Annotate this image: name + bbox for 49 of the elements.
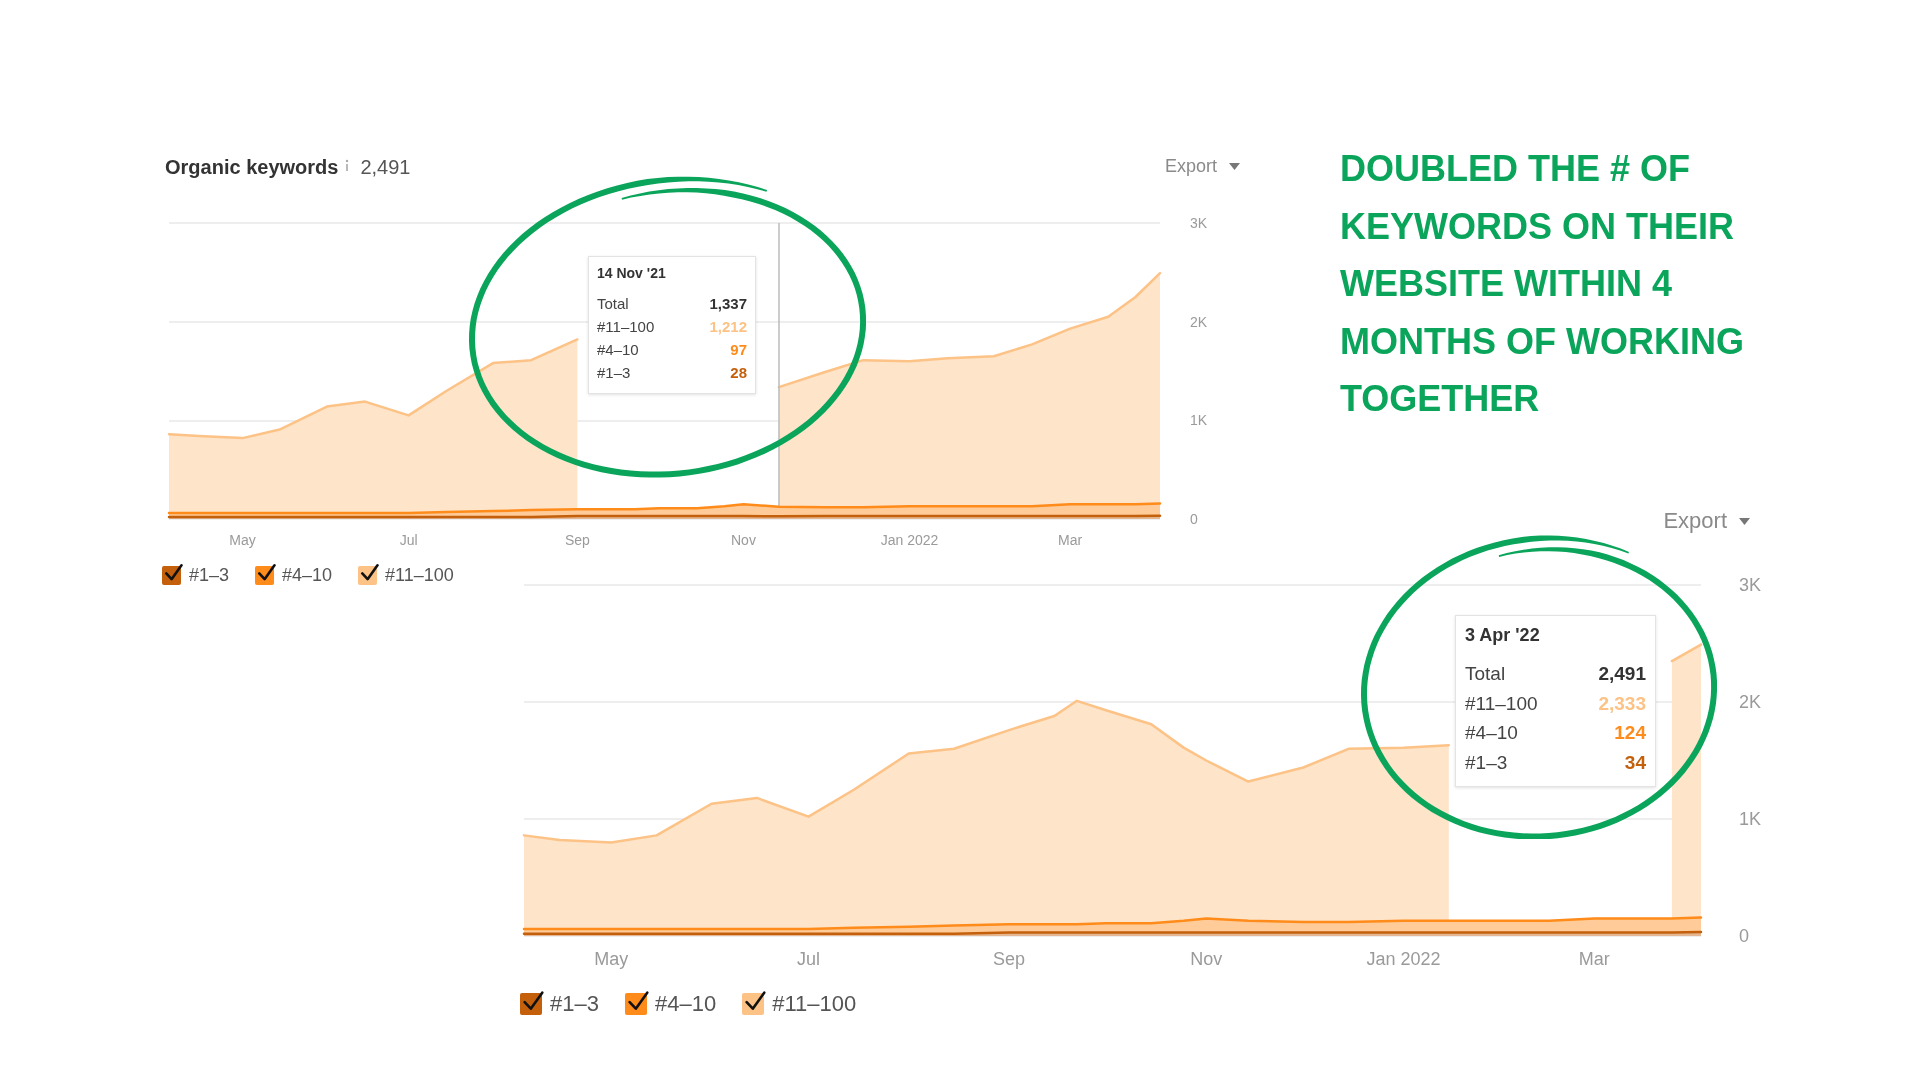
x-tick-label: Sep: [993, 949, 1026, 969]
annotation: 14 Nov '21: [597, 265, 667, 281]
annotation: #1–3: [1465, 750, 1508, 775]
legend-label: #11–100: [772, 991, 857, 1017]
legend-label: #1–3: [189, 565, 230, 586]
annotation: 1,212: [709, 316, 747, 337]
x-tick-label: Jul: [399, 532, 418, 548]
y-tick-label: 2K: [1190, 313, 1208, 330]
legend-label: #4–10: [654, 991, 717, 1017]
x-tick-label: Jan 2022: [880, 532, 939, 548]
annotation: 2,491: [1598, 662, 1646, 687]
x-tick-label: Jan 2022: [1366, 949, 1441, 969]
annotation: Total: [597, 293, 629, 314]
annotation: #11–100: [597, 316, 655, 337]
y-tick-label: 1K: [1190, 412, 1208, 429]
legend-label: #4–10: [282, 565, 333, 586]
annotation: Total: [1465, 662, 1506, 687]
chart-subtitle: 2,491: [360, 156, 411, 179]
x-tick-label: Sep: [564, 532, 591, 548]
x-tick-label: May: [229, 532, 256, 548]
annotation: 124: [1614, 721, 1646, 746]
x-tick-label: May: [594, 949, 629, 969]
chart-title: Organic keywords: [165, 156, 339, 179]
annotation: #11–100: [1465, 691, 1538, 716]
text: Export: [1164, 156, 1217, 177]
annotation: #4–10: [1465, 721, 1518, 746]
annotation: #4–10: [597, 340, 639, 360]
y-tick-label: 2K: [1739, 692, 1762, 712]
text: Export: [1663, 508, 1727, 534]
text: DOUBLED THE # OF KEYWORDS ON THEIR WEBSITE WITHIN 4 MONTHS OF WORKING TOGETHER: [1340, 147, 1745, 422]
annotation: 34: [1624, 750, 1646, 775]
x-tick-label: Mar: [1578, 949, 1610, 969]
legend-label: #11–100: [385, 565, 454, 586]
y-tick-label: 3K: [1190, 215, 1208, 231]
y-tick-label: 3K: [1739, 575, 1762, 595]
y-tick-label: 0: [1190, 511, 1198, 527]
annotation: 3 Apr '22: [1465, 625, 1541, 646]
annotation: 97: [730, 340, 747, 360]
annotation: #1–3: [597, 363, 631, 384]
x-tick-label: Nov: [1190, 949, 1223, 969]
x-tick-label: Mar: [1058, 532, 1083, 548]
x-tick-label: Nov: [731, 532, 756, 548]
annotation: 28: [730, 363, 747, 384]
x-tick-label: Jul: [797, 949, 821, 969]
annotation: 1,337: [709, 293, 747, 314]
y-tick-label: 0: [1739, 926, 1750, 946]
y-tick-label: 1K: [1739, 809, 1762, 829]
legend-label: #1–3: [550, 991, 599, 1017]
annotation: 2,333: [1598, 691, 1646, 716]
